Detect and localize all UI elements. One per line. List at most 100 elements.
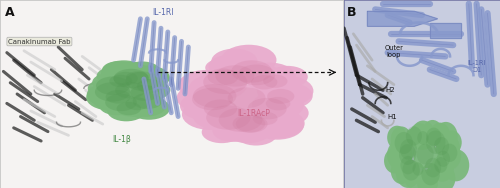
Circle shape bbox=[406, 128, 422, 147]
Circle shape bbox=[128, 97, 170, 120]
Circle shape bbox=[132, 93, 162, 109]
Circle shape bbox=[224, 117, 272, 143]
Text: B: B bbox=[347, 6, 356, 19]
Circle shape bbox=[176, 84, 228, 112]
Circle shape bbox=[92, 73, 126, 92]
Text: H2: H2 bbox=[385, 87, 395, 93]
Circle shape bbox=[434, 137, 449, 155]
Circle shape bbox=[115, 102, 141, 116]
Circle shape bbox=[432, 164, 456, 188]
Circle shape bbox=[396, 159, 420, 188]
Circle shape bbox=[126, 97, 149, 110]
Text: Outer
loop: Outer loop bbox=[384, 45, 404, 58]
Circle shape bbox=[126, 66, 170, 89]
Circle shape bbox=[138, 82, 170, 99]
Circle shape bbox=[136, 79, 163, 93]
Circle shape bbox=[399, 144, 416, 165]
Circle shape bbox=[426, 130, 446, 154]
Circle shape bbox=[253, 112, 278, 125]
Circle shape bbox=[257, 75, 314, 106]
Circle shape bbox=[426, 128, 442, 146]
Circle shape bbox=[232, 60, 272, 83]
Circle shape bbox=[251, 75, 278, 89]
Circle shape bbox=[240, 63, 280, 85]
Circle shape bbox=[436, 151, 450, 167]
Circle shape bbox=[244, 66, 286, 89]
Circle shape bbox=[193, 102, 244, 130]
Text: IL-1RI: IL-1RI bbox=[152, 8, 174, 17]
Circle shape bbox=[96, 77, 130, 95]
Circle shape bbox=[101, 60, 146, 85]
Circle shape bbox=[434, 157, 448, 173]
Circle shape bbox=[102, 61, 136, 80]
Circle shape bbox=[411, 121, 436, 150]
Circle shape bbox=[406, 126, 422, 146]
Circle shape bbox=[425, 158, 441, 177]
Circle shape bbox=[434, 122, 458, 150]
Circle shape bbox=[182, 99, 238, 130]
Circle shape bbox=[228, 87, 266, 108]
Circle shape bbox=[427, 162, 442, 181]
Circle shape bbox=[221, 45, 276, 75]
Circle shape bbox=[220, 120, 252, 138]
Circle shape bbox=[252, 91, 304, 119]
Circle shape bbox=[126, 71, 148, 84]
Circle shape bbox=[140, 70, 169, 87]
Circle shape bbox=[394, 155, 411, 175]
Circle shape bbox=[413, 140, 437, 169]
Circle shape bbox=[442, 144, 458, 162]
Circle shape bbox=[114, 63, 152, 84]
Circle shape bbox=[130, 85, 160, 101]
Circle shape bbox=[436, 136, 458, 163]
Circle shape bbox=[418, 131, 428, 145]
Circle shape bbox=[105, 94, 137, 111]
Circle shape bbox=[436, 150, 455, 174]
Circle shape bbox=[193, 84, 236, 108]
Circle shape bbox=[204, 99, 237, 118]
Polygon shape bbox=[430, 23, 461, 38]
Circle shape bbox=[124, 94, 166, 117]
Circle shape bbox=[384, 148, 405, 174]
Polygon shape bbox=[368, 11, 438, 26]
Circle shape bbox=[88, 79, 122, 98]
Circle shape bbox=[266, 83, 312, 109]
Circle shape bbox=[114, 69, 149, 88]
Circle shape bbox=[404, 162, 426, 188]
Circle shape bbox=[390, 126, 412, 152]
Circle shape bbox=[203, 70, 248, 94]
Circle shape bbox=[190, 86, 230, 109]
Circle shape bbox=[130, 87, 164, 105]
Circle shape bbox=[438, 135, 460, 162]
Text: IL-1β: IL-1β bbox=[112, 135, 131, 144]
Circle shape bbox=[417, 169, 438, 188]
Circle shape bbox=[232, 115, 266, 133]
Circle shape bbox=[387, 126, 407, 149]
Circle shape bbox=[422, 120, 443, 145]
Text: A: A bbox=[5, 6, 15, 19]
Circle shape bbox=[400, 156, 415, 174]
Circle shape bbox=[412, 162, 424, 176]
Circle shape bbox=[110, 75, 132, 87]
Circle shape bbox=[268, 66, 308, 88]
Circle shape bbox=[238, 63, 278, 84]
Circle shape bbox=[131, 79, 170, 101]
Circle shape bbox=[86, 83, 130, 107]
Text: IL-1RAcP: IL-1RAcP bbox=[237, 109, 270, 118]
Circle shape bbox=[216, 65, 254, 87]
Text: IL-1RI
D1: IL-1RI D1 bbox=[468, 60, 486, 73]
Circle shape bbox=[263, 74, 287, 88]
Circle shape bbox=[106, 90, 130, 104]
Circle shape bbox=[92, 88, 136, 111]
Circle shape bbox=[422, 163, 440, 185]
Circle shape bbox=[110, 79, 151, 102]
Circle shape bbox=[196, 71, 247, 99]
Circle shape bbox=[409, 123, 430, 149]
Circle shape bbox=[212, 119, 254, 142]
Circle shape bbox=[207, 63, 250, 87]
Circle shape bbox=[431, 155, 454, 182]
Circle shape bbox=[266, 97, 290, 110]
Circle shape bbox=[244, 63, 296, 91]
Circle shape bbox=[107, 100, 146, 121]
Circle shape bbox=[250, 110, 304, 140]
Circle shape bbox=[189, 74, 239, 102]
